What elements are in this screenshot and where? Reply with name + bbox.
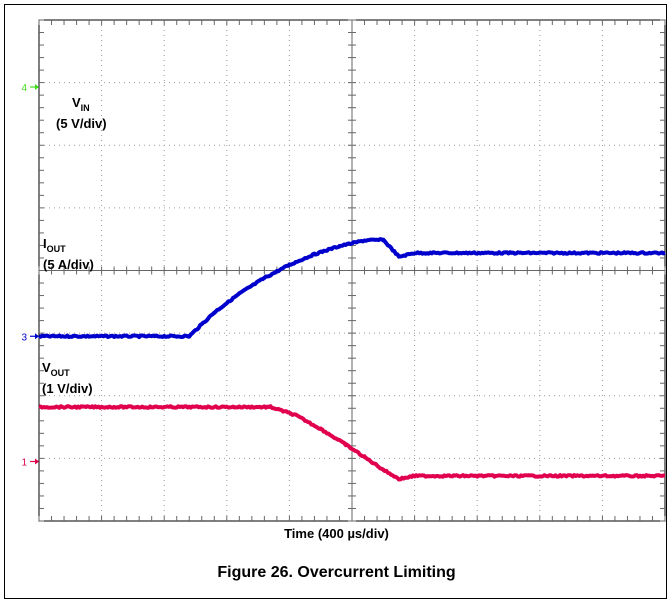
trace-label-scale: (1 V/div): [42, 381, 93, 396]
channel-marker-arrow: [35, 333, 39, 340]
x-axis-label: Time (400 µs/div): [284, 526, 389, 541]
figure-frame: VIN (5 V/div) IOUT (5 A/div) VOUT (1 V/div) 4…: [4, 4, 667, 599]
trace-2: [38, 404, 666, 482]
trace-1: [38, 237, 666, 340]
channel-marker-label: 3: [21, 332, 27, 343]
trace-label-name: IOUT: [43, 236, 66, 254]
trace-label-name: VIN: [72, 95, 90, 113]
channel-marker-label: 4: [21, 83, 27, 94]
traces: [38, 237, 666, 482]
trace-label-name: VOUT: [42, 360, 70, 378]
channel-marker-arrow: [35, 84, 39, 91]
channel-marker-label: 1: [21, 458, 27, 469]
figure-caption: Figure 26. Overcurrent Limiting: [217, 564, 456, 581]
grid: [38, 19, 666, 522]
oscilloscope-plot: VIN (5 V/div) IOUT (5 A/div) VOUT (1 V/div) 4…: [21, 19, 666, 522]
channel-markers: 4 3 1: [21, 83, 39, 469]
trace-label-scale: (5 V/div): [56, 116, 107, 131]
channel-marker-arrow: [35, 458, 39, 465]
trace-labels: VIN (5 V/div) IOUT (5 A/div) VOUT (1 V/div): [42, 95, 107, 396]
trace-label-scale: (5 A/div): [43, 257, 94, 272]
